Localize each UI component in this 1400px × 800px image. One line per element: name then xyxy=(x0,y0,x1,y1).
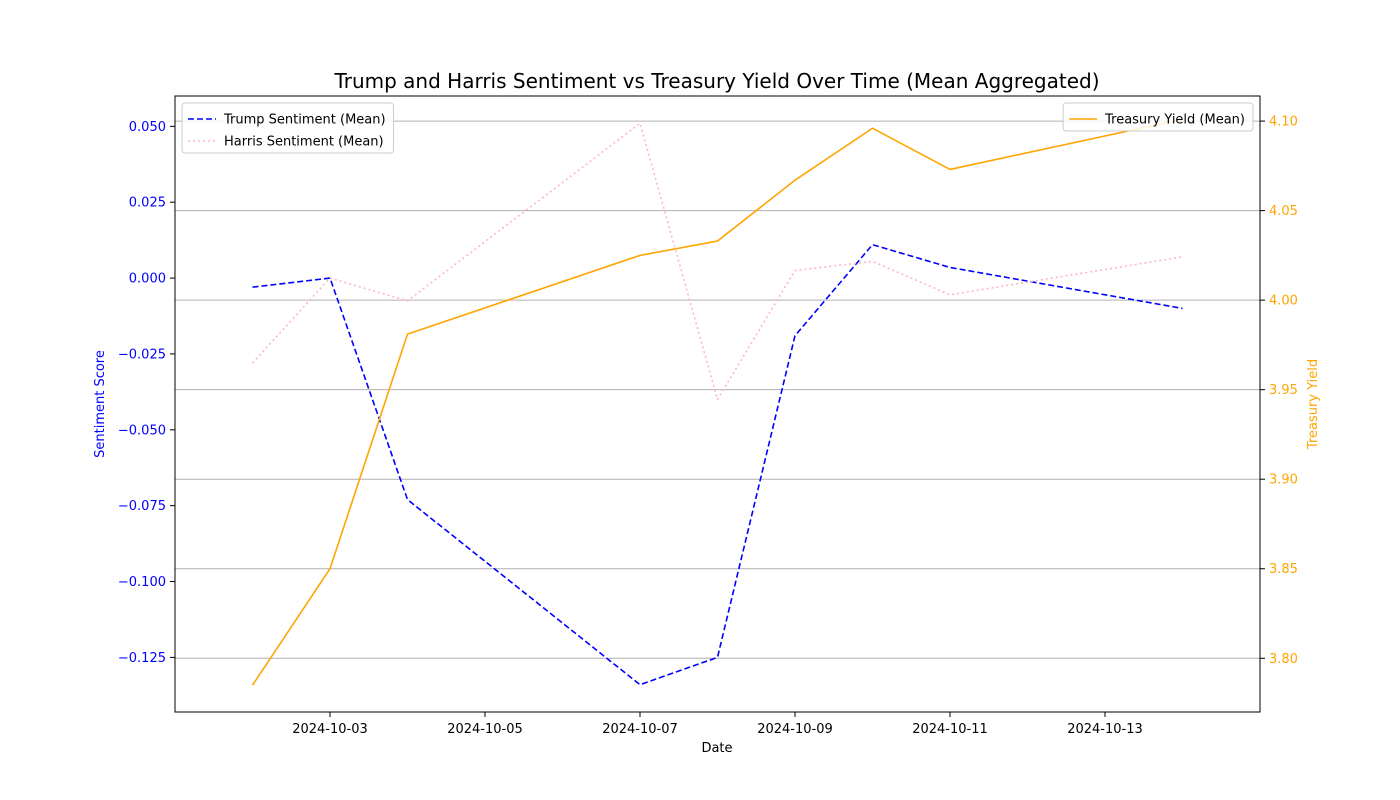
y-left-tick-label-0: −0.125 xyxy=(118,651,166,666)
legend-text-right-0: Treasury Yield (Mean) xyxy=(1104,113,1245,128)
x-tick-label-0: 2024-10-03 xyxy=(292,722,368,737)
y-right-tick-label-4: 4.00 xyxy=(1269,294,1298,309)
series-line-2 xyxy=(251,118,1183,686)
y-right-tick-label-0: 3.80 xyxy=(1269,652,1298,667)
y-right-tick-label-2: 3.90 xyxy=(1269,473,1298,488)
legend-box-left xyxy=(181,102,395,154)
legend-left: Trump Sentiment (Mean) Harris Sentiment (… xyxy=(181,102,395,154)
x-axis: 2024-10-03 2024-10-05 2024-10-07 2024-10-09… xyxy=(292,712,1143,737)
y-left-tick-label-4: −0.025 xyxy=(118,347,166,362)
chart-title: Trump and Harris Sentiment vs Treasury Y… xyxy=(333,69,1099,93)
y-left-tick-label-7: 0.050 xyxy=(129,120,166,135)
y-axis-right-label: Treasury Yield xyxy=(1306,359,1321,450)
series-line-1 xyxy=(251,122,1183,401)
y-right-tick-label-6: 4.10 xyxy=(1269,115,1298,130)
grid-lines xyxy=(175,120,1260,659)
legend-box-right xyxy=(1062,102,1254,132)
y-left-tick-label-2: −0.075 xyxy=(118,499,166,514)
x-axis-label: Date xyxy=(701,741,732,756)
y-right-tick-label-5: 4.05 xyxy=(1269,204,1298,219)
y-left-tick-label-3: −0.050 xyxy=(118,423,166,438)
y-right-tick-label-1: 3.85 xyxy=(1269,562,1298,577)
series-lines xyxy=(251,118,1183,686)
x-tick-label-5: 2024-10-13 xyxy=(1067,722,1143,737)
y-axis-left: −0.125 −0.100 −0.075 −0.050 −0.025 0.000 0.025… xyxy=(118,120,175,666)
y-left-tick-label-6: 0.025 xyxy=(129,196,166,211)
legend-right: Treasury Yield (Mean) xyxy=(1062,102,1254,132)
legend-text-left-1: Harris Sentiment (Mean) xyxy=(224,135,384,150)
x-tick-label-1: 2024-10-05 xyxy=(447,722,523,737)
y-axis-left-label: Sentiment Score xyxy=(93,350,108,458)
x-tick-label-3: 2024-10-09 xyxy=(757,722,833,737)
y-left-tick-label-1: −0.100 xyxy=(118,575,166,590)
plot-frame xyxy=(174,95,1261,713)
legend-text-left-0: Trump Sentiment (Mean) xyxy=(223,113,386,128)
x-tick-label-2: 2024-10-07 xyxy=(602,722,678,737)
y-left-tick-label-5: 0.000 xyxy=(129,272,166,287)
y-right-tick-label-3: 3.95 xyxy=(1269,383,1298,398)
series-line-0 xyxy=(252,243,1183,686)
y-axis-right: 3.80 3.85 3.90 3.95 4.00 4.05 4.10 xyxy=(1260,115,1298,667)
x-tick-label-4: 2024-10-11 xyxy=(912,722,988,737)
